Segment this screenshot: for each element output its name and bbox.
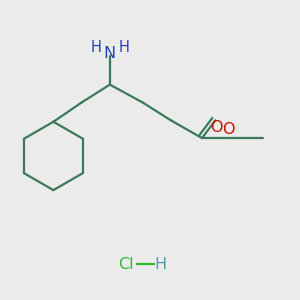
Text: Cl: Cl: [118, 257, 134, 272]
Text: O: O: [223, 122, 235, 137]
Text: H: H: [154, 257, 167, 272]
Text: H: H: [119, 40, 130, 55]
Text: O: O: [211, 120, 223, 135]
Text: H: H: [90, 40, 101, 55]
Text: N: N: [104, 46, 116, 61]
